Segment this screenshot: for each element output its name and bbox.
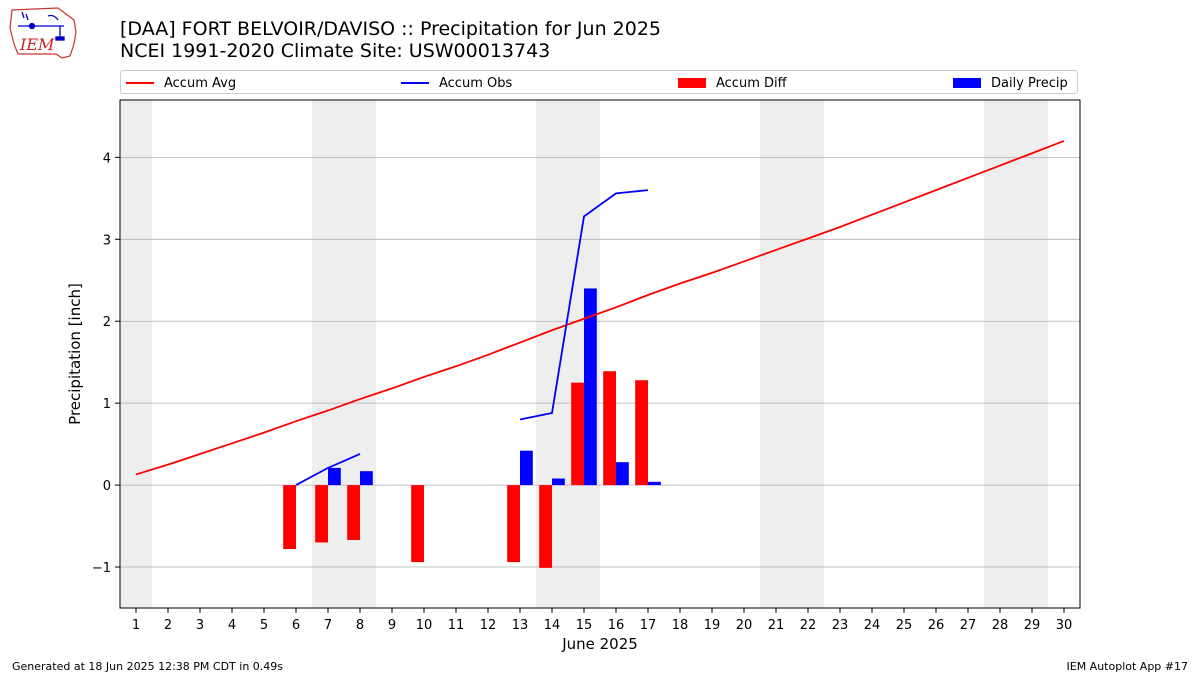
weekend-shade	[760, 100, 792, 608]
accum-diff-bar	[635, 380, 648, 486]
legend-item-accum-obs: Accum Obs	[401, 74, 512, 92]
generated-timestamp: Generated at 18 Jun 2025 12:38 PM CDT in…	[12, 660, 284, 673]
weekend-shade	[792, 100, 824, 608]
legend-label-daily-precip: Daily Precip	[991, 75, 1068, 91]
x-tick-label: 10	[416, 618, 433, 633]
legend-swatch-daily-precip	[953, 78, 981, 88]
x-tick-label: 30	[1056, 618, 1073, 633]
x-tick-label: 11	[448, 618, 465, 633]
x-tick-label: 4	[228, 618, 236, 633]
accum-diff-bar	[539, 485, 552, 568]
x-tick-label: 21	[768, 618, 785, 633]
accum-diff-bar	[347, 485, 360, 540]
y-tick-label: 0	[103, 479, 111, 494]
y-tick-label: 1	[103, 397, 111, 412]
y-tick-label: 2	[103, 315, 111, 330]
y-tick-label: 3	[103, 233, 111, 248]
weekend-shade	[1016, 100, 1048, 608]
x-tick-label: 2	[164, 618, 172, 633]
x-axis-label: June 2025	[561, 635, 638, 653]
x-tick-label: 17	[640, 618, 657, 633]
legend-label-accum-avg: Accum Avg	[164, 75, 237, 91]
daily-precip-bar	[552, 478, 565, 486]
x-tick-label: 5	[260, 618, 268, 633]
x-tick-label: 7	[324, 618, 332, 633]
legend-label-accum-diff: Accum Diff	[716, 75, 787, 91]
legend-item-accum-diff: Accum Diff	[678, 74, 787, 92]
accum-diff-bar	[603, 371, 616, 486]
accum-avg-line	[135, 140, 1065, 476]
x-tick-label: 28	[992, 618, 1009, 633]
x-tick-label: 14	[544, 618, 561, 633]
weekend-shade	[120, 100, 152, 608]
legend-item-accum-avg: Accum Avg	[126, 74, 236, 92]
accum-diff-bar	[283, 485, 296, 550]
x-tick-label: 6	[292, 618, 300, 633]
logo-text: IEM	[19, 35, 55, 54]
chart-legend: Accum Avg Accum Obs Accum Diff Daily Pre…	[120, 70, 1078, 94]
x-tick-label: 8	[356, 618, 364, 633]
iem-logo: IEM	[9, 7, 77, 59]
daily-precip-bar	[584, 288, 597, 486]
x-tick-label: 27	[960, 618, 977, 633]
x-tick-label: 15	[576, 618, 593, 633]
daily-precip-bar	[328, 467, 341, 486]
chart-title: [DAA] FORT BELVOIR/DAVISO :: Precipitati…	[120, 18, 662, 40]
autoplot-app-label: IEM Autoplot App #17	[1066, 660, 1189, 673]
legend-swatch-accum-avg	[126, 82, 154, 84]
legend-label-accum-obs: Accum Obs	[439, 75, 513, 91]
x-tick-label: 22	[800, 618, 817, 633]
x-tick-label: 26	[928, 618, 945, 633]
legend-swatch-accum-obs	[401, 82, 429, 84]
x-tick-label: 18	[672, 618, 689, 633]
x-tick-label: 24	[864, 618, 881, 633]
x-tick-label: 16	[608, 618, 625, 633]
chart-subtitle: NCEI 1991-2020 Climate Site: USW00013743	[120, 40, 551, 62]
weekend-shade	[984, 100, 1016, 608]
accum-obs-line	[519, 189, 649, 421]
daily-precip-bar	[360, 471, 373, 486]
x-tick-label: 20	[736, 618, 753, 633]
x-tick-label: 1	[132, 618, 140, 633]
x-tick-label: 12	[480, 618, 497, 633]
daily-precip-bar	[520, 450, 533, 486]
accum-diff-bar	[411, 485, 424, 563]
y-tick-label: −1	[92, 561, 111, 576]
y-tick-label: 4	[103, 151, 111, 166]
x-tick-label: 23	[832, 618, 849, 633]
y-axis-label: Precipitation [inch]	[66, 283, 84, 425]
x-tick-label: 19	[704, 618, 721, 633]
accum-diff-bar	[571, 382, 584, 486]
x-tick-label: 25	[896, 618, 913, 633]
accum-diff-bar	[315, 485, 328, 543]
plot-frame	[119, 99, 1081, 609]
daily-precip-bar	[648, 481, 661, 486]
accum-diff-bar	[507, 485, 520, 563]
x-tick-label: 13	[512, 618, 529, 633]
accum-obs-line	[295, 453, 361, 486]
legend-swatch-accum-diff	[678, 78, 706, 88]
legend-item-daily-precip: Daily Precip	[953, 74, 1068, 92]
x-tick-label: 3	[196, 618, 204, 633]
daily-precip-bar	[616, 462, 629, 486]
x-tick-label: 29	[1024, 618, 1041, 633]
x-tick-label: 9	[388, 618, 396, 633]
